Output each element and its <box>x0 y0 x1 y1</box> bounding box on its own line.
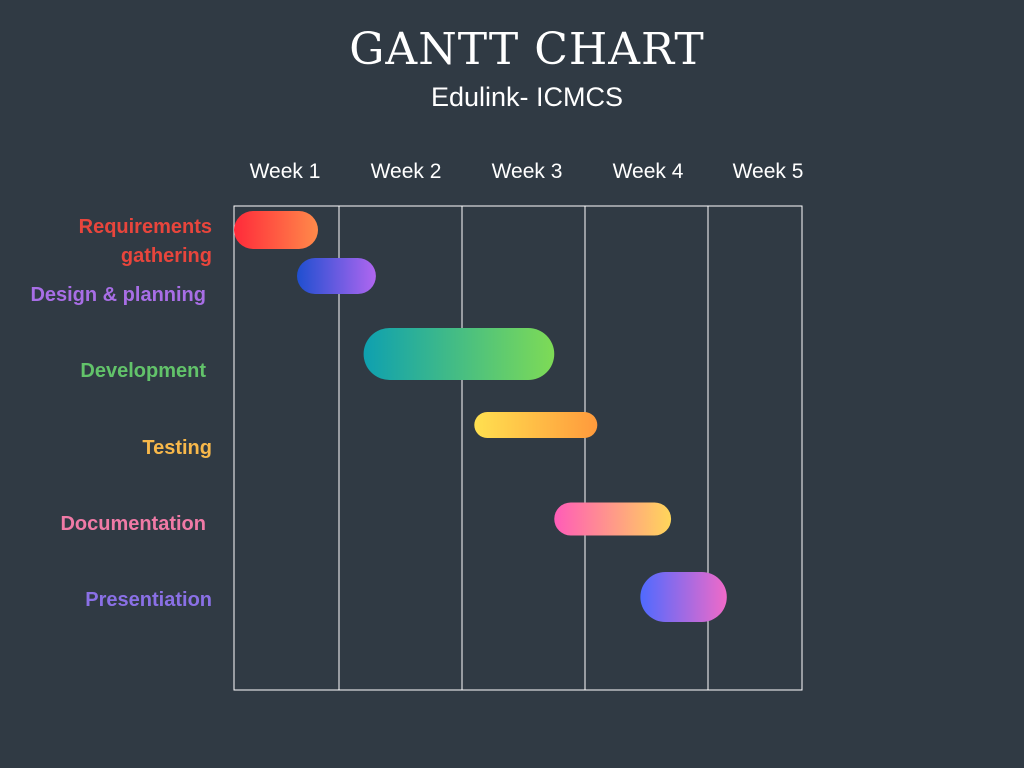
week-tick-label: Week 2 <box>371 160 442 183</box>
chart-title: GANTT CHART <box>349 24 705 75</box>
task-bar <box>234 211 318 249</box>
task-label: gathering <box>121 245 212 267</box>
task-label: Testing <box>142 437 212 459</box>
week-tick-label: Week 3 <box>492 160 563 183</box>
task-label: Requirements <box>79 216 212 238</box>
week-tick-label: Week 1 <box>250 160 321 183</box>
task-bar <box>363 328 555 380</box>
task-label: Presentiation <box>85 589 212 611</box>
chart-subtitle: Edulink- ICMCS <box>430 82 624 112</box>
task-bar <box>297 258 376 294</box>
task-label: Design & planning <box>30 284 206 306</box>
task-bar <box>474 412 598 438</box>
task-label: Development <box>80 360 206 382</box>
plot-frame <box>233 205 803 691</box>
week-tick-label: Week 5 <box>733 160 804 183</box>
week-tick-label: Week 4 <box>613 160 684 183</box>
task-label: Documentation <box>60 513 206 535</box>
task-bar <box>640 572 727 622</box>
task-bar <box>554 502 672 536</box>
